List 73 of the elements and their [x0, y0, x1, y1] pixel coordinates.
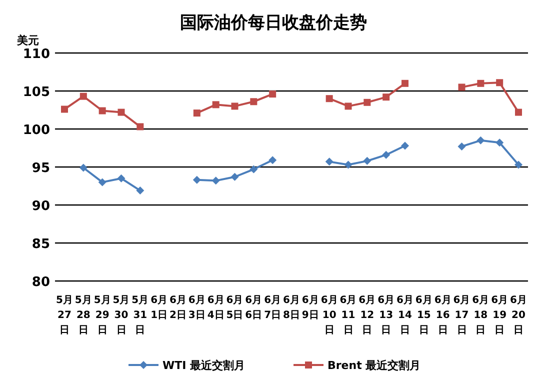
- point: [212, 101, 220, 108]
- point: [61, 106, 68, 113]
- y-tick-label: 85: [32, 237, 50, 252]
- y-tick-label: 110: [22, 47, 50, 62]
- point: [326, 95, 333, 102]
- x-tick-label: 5月31日: [132, 295, 149, 336]
- point: [136, 123, 144, 130]
- x-tick-label: 6月17日: [453, 295, 470, 336]
- x-tick-label: 6月4日: [207, 295, 224, 321]
- point: [212, 176, 220, 185]
- x-tick-label: 6月1日: [150, 295, 168, 321]
- point: [325, 158, 334, 166]
- x-tick-label: 5月27日: [56, 295, 73, 336]
- x-tick-label: 6月15日: [415, 295, 432, 336]
- point: [98, 178, 106, 186]
- x-tick-label: 6月18日: [472, 295, 490, 336]
- point: [496, 79, 504, 86]
- point: [269, 90, 276, 98]
- x-tick-label: 6月6日: [245, 295, 262, 321]
- point: [98, 107, 106, 114]
- point: [80, 92, 87, 100]
- point: [496, 138, 504, 147]
- x-tick-label: 6月13日: [378, 295, 395, 336]
- point: [477, 80, 484, 87]
- point: [458, 84, 466, 91]
- point: [344, 102, 352, 110]
- y-axis-title: 美元: [16, 34, 39, 47]
- point: [514, 160, 522, 169]
- point: [363, 156, 372, 165]
- point: [515, 108, 522, 116]
- x-tick-label: 6月3日: [188, 295, 206, 321]
- point: [364, 98, 371, 106]
- point: [382, 150, 390, 159]
- x-tick-label: 6月10日: [320, 295, 338, 336]
- x-tick-label: 5月29日: [94, 295, 111, 336]
- legend-label: Brent 最近交割月: [328, 359, 421, 372]
- point: [79, 164, 88, 172]
- point: [231, 102, 238, 110]
- y-tick-label: 100: [22, 123, 50, 138]
- x-tick-label: 6月5日: [226, 295, 244, 321]
- point: [476, 136, 485, 144]
- point: [136, 186, 144, 195]
- point: [250, 98, 258, 106]
- x-tick-label: 6月16日: [434, 295, 452, 336]
- point: [118, 108, 125, 116]
- x-tick-label: 5月28日: [74, 295, 92, 336]
- point: [382, 94, 390, 101]
- point: [192, 176, 201, 184]
- point: [230, 172, 239, 181]
- point: [268, 156, 277, 164]
- legend-label: WTI 最近交割月: [162, 359, 246, 372]
- point: [458, 142, 466, 150]
- point: [250, 165, 258, 174]
- point: [193, 110, 200, 117]
- y-tick-label: 80: [32, 275, 50, 290]
- y-tick-label: 90: [32, 199, 50, 214]
- x-tick-label: 6月20日: [510, 295, 527, 336]
- x-tick-label: 6月9日: [302, 295, 319, 321]
- x-tick-label: 6月14日: [396, 295, 414, 336]
- point: [402, 80, 408, 87]
- x-tick-label: 6月12日: [358, 295, 376, 336]
- chart-title: 国际油价每日收盘价走势: [180, 13, 367, 33]
- y-tick-label: 105: [22, 85, 50, 100]
- x-tick-label: 6月7日: [264, 295, 282, 321]
- x-tick-label: 6月11日: [340, 295, 357, 336]
- point: [344, 160, 352, 169]
- x-tick-label: 6月19日: [491, 295, 508, 336]
- point: [117, 174, 126, 182]
- y-tick-label: 95: [32, 161, 50, 176]
- point: [401, 142, 409, 150]
- x-tick-label: 6月2日: [170, 295, 186, 321]
- x-tick-label: 5月30日: [112, 295, 130, 336]
- x-tick-label: 6月8日: [283, 295, 300, 321]
